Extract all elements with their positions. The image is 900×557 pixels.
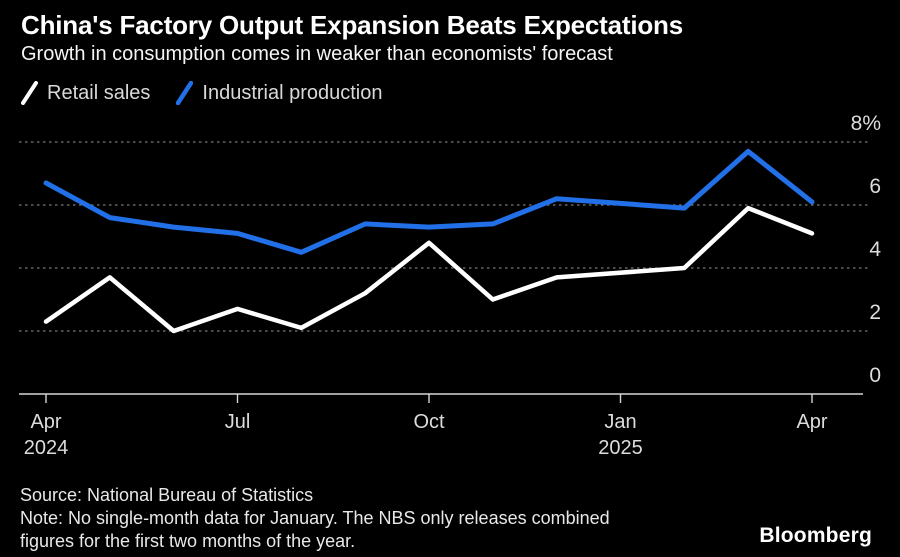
footnote-line-1: Note: No single-month data for January. … [20,508,610,528]
legend-item-retail-sales: Retail sales [21,81,150,105]
footer: Source: National Bureau of Statistics No… [20,484,610,553]
legend-label-retail-sales: Retail sales [47,81,151,104]
footnote-line-2: figures for the first two months of the … [20,531,356,551]
legend-item-industrial-production: Industrial production [176,81,383,105]
x-axis-sublabel-2025: 2025 [598,437,643,459]
x-axis-label-jul: Jul [225,411,251,433]
chart-title: China's Factory Output Expansion Beats E… [21,10,684,40]
bloomberg-logo: Bloomberg [759,524,872,547]
legend: Retail sales Industrial production [21,80,383,106]
source-note: Source: National Bureau of Statistics [20,485,314,505]
y-axis-label-6: 6 [869,175,881,198]
industrial-production-swatch-icon [176,81,194,105]
y-axis-label-0: 0 [869,364,881,387]
y-axis-label-2: 2 [869,301,881,324]
retail-sales-swatch-icon [21,81,38,105]
x-axis-sublabel-2024: 2024 [24,437,69,459]
x-axis-label-oct: Oct [413,411,445,433]
x-axis-label-apr: Apr [796,411,827,433]
retail-sales-line [43,205,815,334]
x-axis-label-apr: Apr [30,411,61,433]
line-chart: 8% 6 4 2 0 Apr 2024 Jul Oct Jan 2025 Apr [19,112,881,459]
chart-subtitle: Growth in consumption comes in weaker th… [21,43,613,65]
y-axis-label-8: 8% [851,112,881,135]
x-axis-label-jan: Jan [604,411,636,433]
y-axis-label-4: 4 [869,238,881,261]
legend-label-industrial-production: Industrial production [202,81,383,104]
industrial-production-line [43,148,815,255]
